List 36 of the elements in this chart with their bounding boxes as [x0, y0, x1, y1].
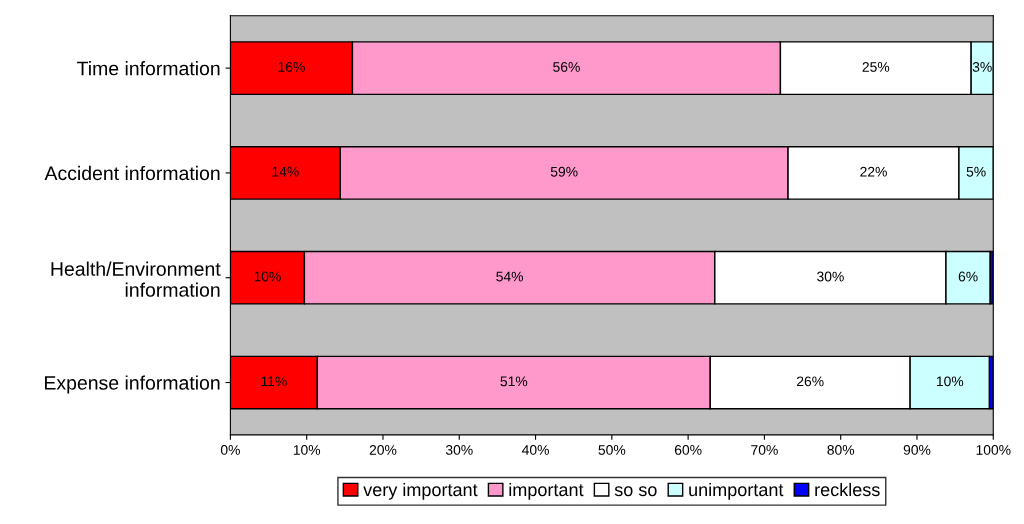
y-tick-label: Health/Environment information [51, 261, 221, 297]
x-tick-label: 90% [903, 445, 931, 455]
data-label: 16% [278, 62, 305, 72]
x-tick-label: 70% [751, 445, 778, 455]
legend-label: very important [363, 482, 478, 500]
data-label: 14% [272, 166, 299, 177]
data-label: 5% [966, 166, 986, 177]
y-tick-label: Accident information [44, 165, 220, 181]
x-tick-label: 80% [827, 445, 855, 455]
legend-label: important [509, 482, 584, 500]
x-tick-label: 60% [674, 445, 702, 455]
data-label: 54% [496, 271, 524, 282]
legend-label: so so [614, 486, 657, 497]
x-tick-label: 20% [369, 445, 397, 455]
data-label: 6% [958, 271, 978, 282]
data-label: 59% [550, 166, 578, 177]
data-label: 10% [254, 271, 281, 282]
y-tick-label: Expense information [45, 375, 220, 394]
x-tick-label: 40% [521, 445, 549, 455]
x-tick-label: 50% [598, 445, 626, 455]
data-label: 56% [553, 62, 580, 72]
data-label: 10% [936, 376, 964, 387]
data-label: 25% [862, 62, 890, 72]
x-tick-label: 100% [976, 445, 1011, 455]
legend-label: reckless [815, 482, 880, 497]
x-tick-label: 10% [293, 445, 321, 455]
data-label: 3% [972, 62, 992, 72]
x-tick-label: 30% [445, 445, 473, 455]
data-label: 30% [817, 271, 844, 282]
data-label: 11% [261, 376, 287, 387]
legend-label: unimportant [689, 482, 784, 500]
data-label: 22% [860, 166, 887, 177]
x-tick-label: 0% [220, 445, 240, 455]
data-label: 26% [796, 376, 824, 387]
data-label: 51% [500, 376, 528, 387]
y-tick-label: Time information [77, 61, 220, 76]
